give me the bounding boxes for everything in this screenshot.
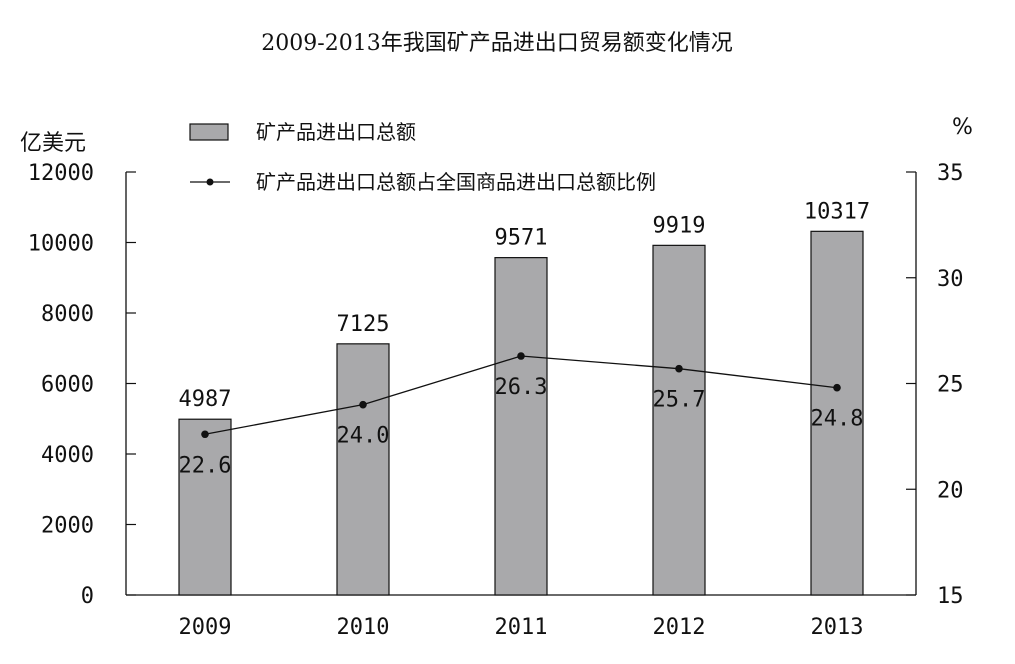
left-tick-label: 0 <box>81 584 94 609</box>
line-series: 22.6 24.0 26.3 25.7 24.8 <box>179 352 864 478</box>
legend-line-marker <box>206 178 214 186</box>
right-tick-label: 25 <box>937 373 964 398</box>
bar-value-label: 4987 <box>179 387 232 412</box>
chart-title: 2009-2013年我国矿产品进出口贸易额变化情况 <box>261 31 732 56</box>
line-point <box>359 400 367 409</box>
x-tick-label: 2009 <box>179 615 232 640</box>
left-tick-label: 2000 <box>41 514 94 539</box>
x-tick-label: 2013 <box>811 615 864 640</box>
x-tick-label: 2012 <box>653 615 706 640</box>
bars: 4987 7125 9571 9919 10317 <box>178 199 870 596</box>
legend-bar-swatch <box>189 123 229 141</box>
line-point <box>675 364 683 373</box>
line-value-label: 22.6 <box>179 453 232 478</box>
axes: 0 2000 4000 6000 8000 10000 12000 15 20 25 30 35 200… <box>28 161 964 640</box>
right-tick-label: 30 <box>937 267 964 292</box>
left-tick-label: 6000 <box>41 373 94 398</box>
legend: 矿产品进出口总额 矿产品进出口总额占全国商品进出口总额比例 <box>189 120 656 194</box>
left-tick-label: 12000 <box>28 161 94 186</box>
right-tick-label: 20 <box>937 478 964 503</box>
bar <box>178 418 232 596</box>
line-value-label: 24.8 <box>811 407 864 432</box>
bar-value-label: 9919 <box>653 213 706 238</box>
line-value-label: 26.3 <box>495 375 548 400</box>
bar <box>336 343 390 596</box>
right-axis-unit: % <box>952 115 973 140</box>
x-tick-label: 2011 <box>495 615 548 640</box>
line-point <box>833 383 841 392</box>
left-tick-label: 8000 <box>41 302 94 327</box>
line-point <box>201 430 209 439</box>
bar-value-label: 10317 <box>804 199 870 224</box>
legend-line-label: 矿产品进出口总额占全国商品进出口总额比例 <box>256 170 656 194</box>
legend-bar-label: 矿产品进出口总额 <box>256 120 416 144</box>
left-tick-label: 10000 <box>28 232 94 257</box>
bar <box>494 257 548 596</box>
bar-value-label: 7125 <box>337 312 390 337</box>
line-value-label: 24.0 <box>337 424 390 449</box>
left-axis-unit: 亿美元 <box>20 131 86 156</box>
left-tick-label: 4000 <box>41 443 94 468</box>
bar-value-label: 9571 <box>495 226 548 251</box>
bar <box>810 230 864 596</box>
right-tick-label: 15 <box>937 584 964 609</box>
line-value-label: 25.7 <box>653 388 706 413</box>
x-tick-label: 2010 <box>337 615 390 640</box>
bar <box>652 244 706 596</box>
line-point <box>517 352 525 360</box>
right-tick-label: 35 <box>937 161 964 186</box>
